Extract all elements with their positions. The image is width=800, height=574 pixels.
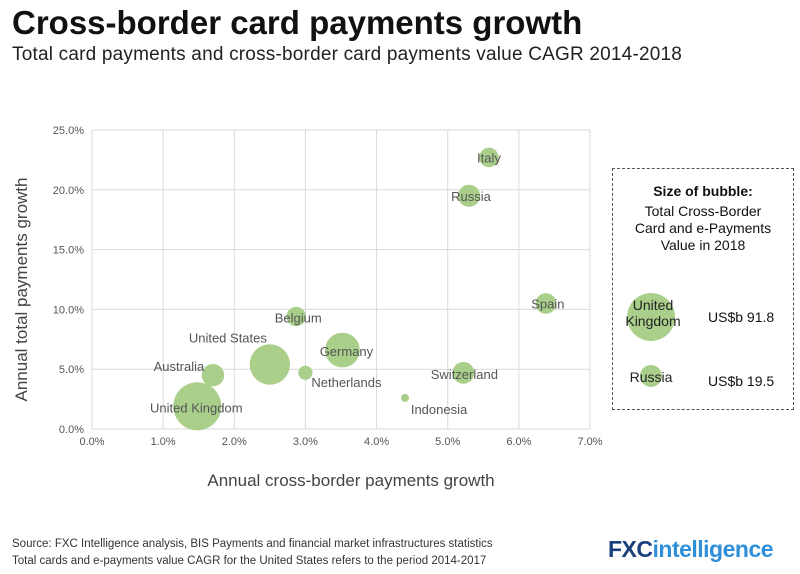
bubble-russia [457,184,481,207]
x-axis-title: Annual cross-border payments growth [207,471,494,490]
data-label: Russia [451,189,492,204]
x-tick-label: 5.0% [435,436,460,448]
chart-title: Cross-border card payments growth [12,4,583,41]
source-note: Source: FXC Intelligence analysis, BIS P… [12,538,493,550]
fxc-logo: FXCintelligence [608,536,774,563]
bubble-netherlands [298,365,313,380]
legend-item-name: United Kingdom [625,297,681,329]
bubble-size-legend: Size of bubble: Total Cross-Border Card … [612,168,794,410]
data-label: Indonesia [411,402,468,417]
x-tick-label: 2.0% [222,436,247,448]
legend-bubble-small [640,365,662,387]
data-label: Switzerland [431,367,498,382]
bubble-italy [479,147,499,168]
data-label: Italy [477,151,501,166]
bubble-germany [325,332,360,368]
bubble-spain [535,293,557,314]
x-tick-label: 1.0% [151,436,176,448]
data-label: Germany [320,344,374,359]
y-tick-label: 0.0% [59,424,84,436]
x-tick-label: 4.0% [364,436,389,448]
legend-item-name: Russia [629,369,673,385]
data-label: United States [189,330,268,345]
y-tick-label: 20.0% [53,185,84,197]
data-label: United Kingdom [150,400,243,415]
x-tick-label: 3.0% [293,436,318,448]
logo-part-1: FXC [608,536,653,562]
legend-title: Size of bubble: [653,183,753,199]
bubble-united-kingdom [173,382,222,431]
y-tick-label: 10.0% [53,304,84,316]
y-tick-label: 5.0% [59,364,84,376]
data-label: Belgium [275,311,322,326]
logo-part-2: intelligence [652,536,774,562]
legend-description: Total Cross-Border Card and e-Payments V… [634,203,772,253]
bubble-united-states [249,344,291,385]
y-axis-title: Annual total payments growth [12,178,31,402]
bubble-switzerland [452,361,475,384]
data-label: Netherlands [311,375,382,390]
data-label: Spain [531,296,564,311]
y-tick-label: 25.0% [53,125,84,137]
bubble-australia [201,363,225,387]
y-tick-label: 15.0% [53,245,84,257]
chart-subtitle: Total card payments and cross-border car… [12,44,683,65]
period-note: Total cards and e-payments value CAGR fo… [12,555,487,567]
x-tick-label: 7.0% [577,436,602,448]
legend-item-value: US$b 91.8 [708,309,775,325]
x-tick-label: 6.0% [506,436,531,448]
legend-item-value: US$b 19.5 [708,373,775,389]
bubble-indonesia [401,393,410,402]
x-tick-label: 0.0% [79,436,104,448]
legend-bubble-large [627,293,675,341]
data-label: Australia [154,359,205,374]
bubble-belgium [286,306,306,327]
